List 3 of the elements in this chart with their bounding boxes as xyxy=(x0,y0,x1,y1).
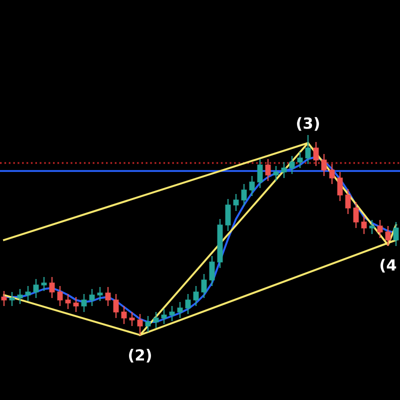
text: (2) xyxy=(129,348,151,363)
annotation: (4 xyxy=(380,258,396,273)
text: (3) xyxy=(297,117,319,131)
